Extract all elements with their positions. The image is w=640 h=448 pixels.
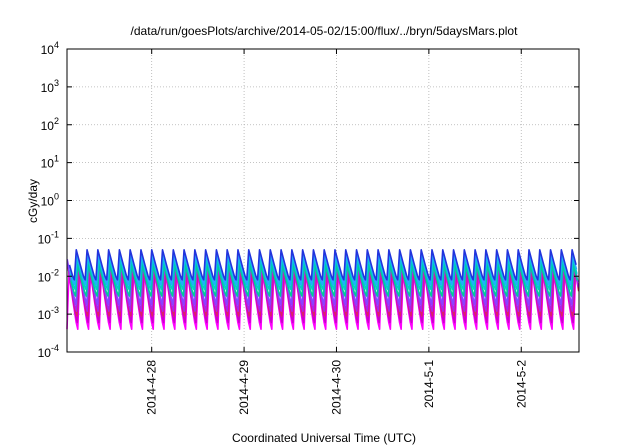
x-tick-label: 2014-4-30 — [329, 360, 343, 415]
y-tick-label: 10-4 — [38, 343, 59, 360]
y-axis-label: cGy/day — [26, 179, 40, 223]
series-layer — [66, 248, 580, 330]
x-tick-label: 2014-5-2 — [514, 360, 528, 408]
y-tick-label: 10-1 — [38, 229, 59, 246]
axes-layer: 10-4 10-3 10-2 10-1 100 101 102 103 104 2014-4-28… — [38, 40, 579, 415]
y-tick-label: 104 — [41, 40, 59, 57]
x-tick-label: 2014-5-1 — [422, 360, 436, 408]
y-tick-label: 10-2 — [38, 267, 59, 284]
x-tick-label: 2014-4-28 — [145, 360, 159, 415]
y-tick-label: 100 — [41, 192, 59, 209]
chart-title: /data/run/goesPlots/archive/2014-05-02/1… — [131, 24, 519, 38]
y-tick-label: 10-3 — [38, 305, 59, 322]
series-line — [68, 248, 577, 281]
y-tick-label: 102 — [41, 116, 59, 133]
x-axis-label: Coordinated Universal Time (UTC) — [232, 431, 416, 445]
y-tick-label: 101 — [41, 154, 59, 171]
series-line — [69, 264, 579, 297]
y-tick-label: 103 — [41, 78, 59, 95]
x-tick-label: 2014-4-29 — [237, 360, 251, 415]
